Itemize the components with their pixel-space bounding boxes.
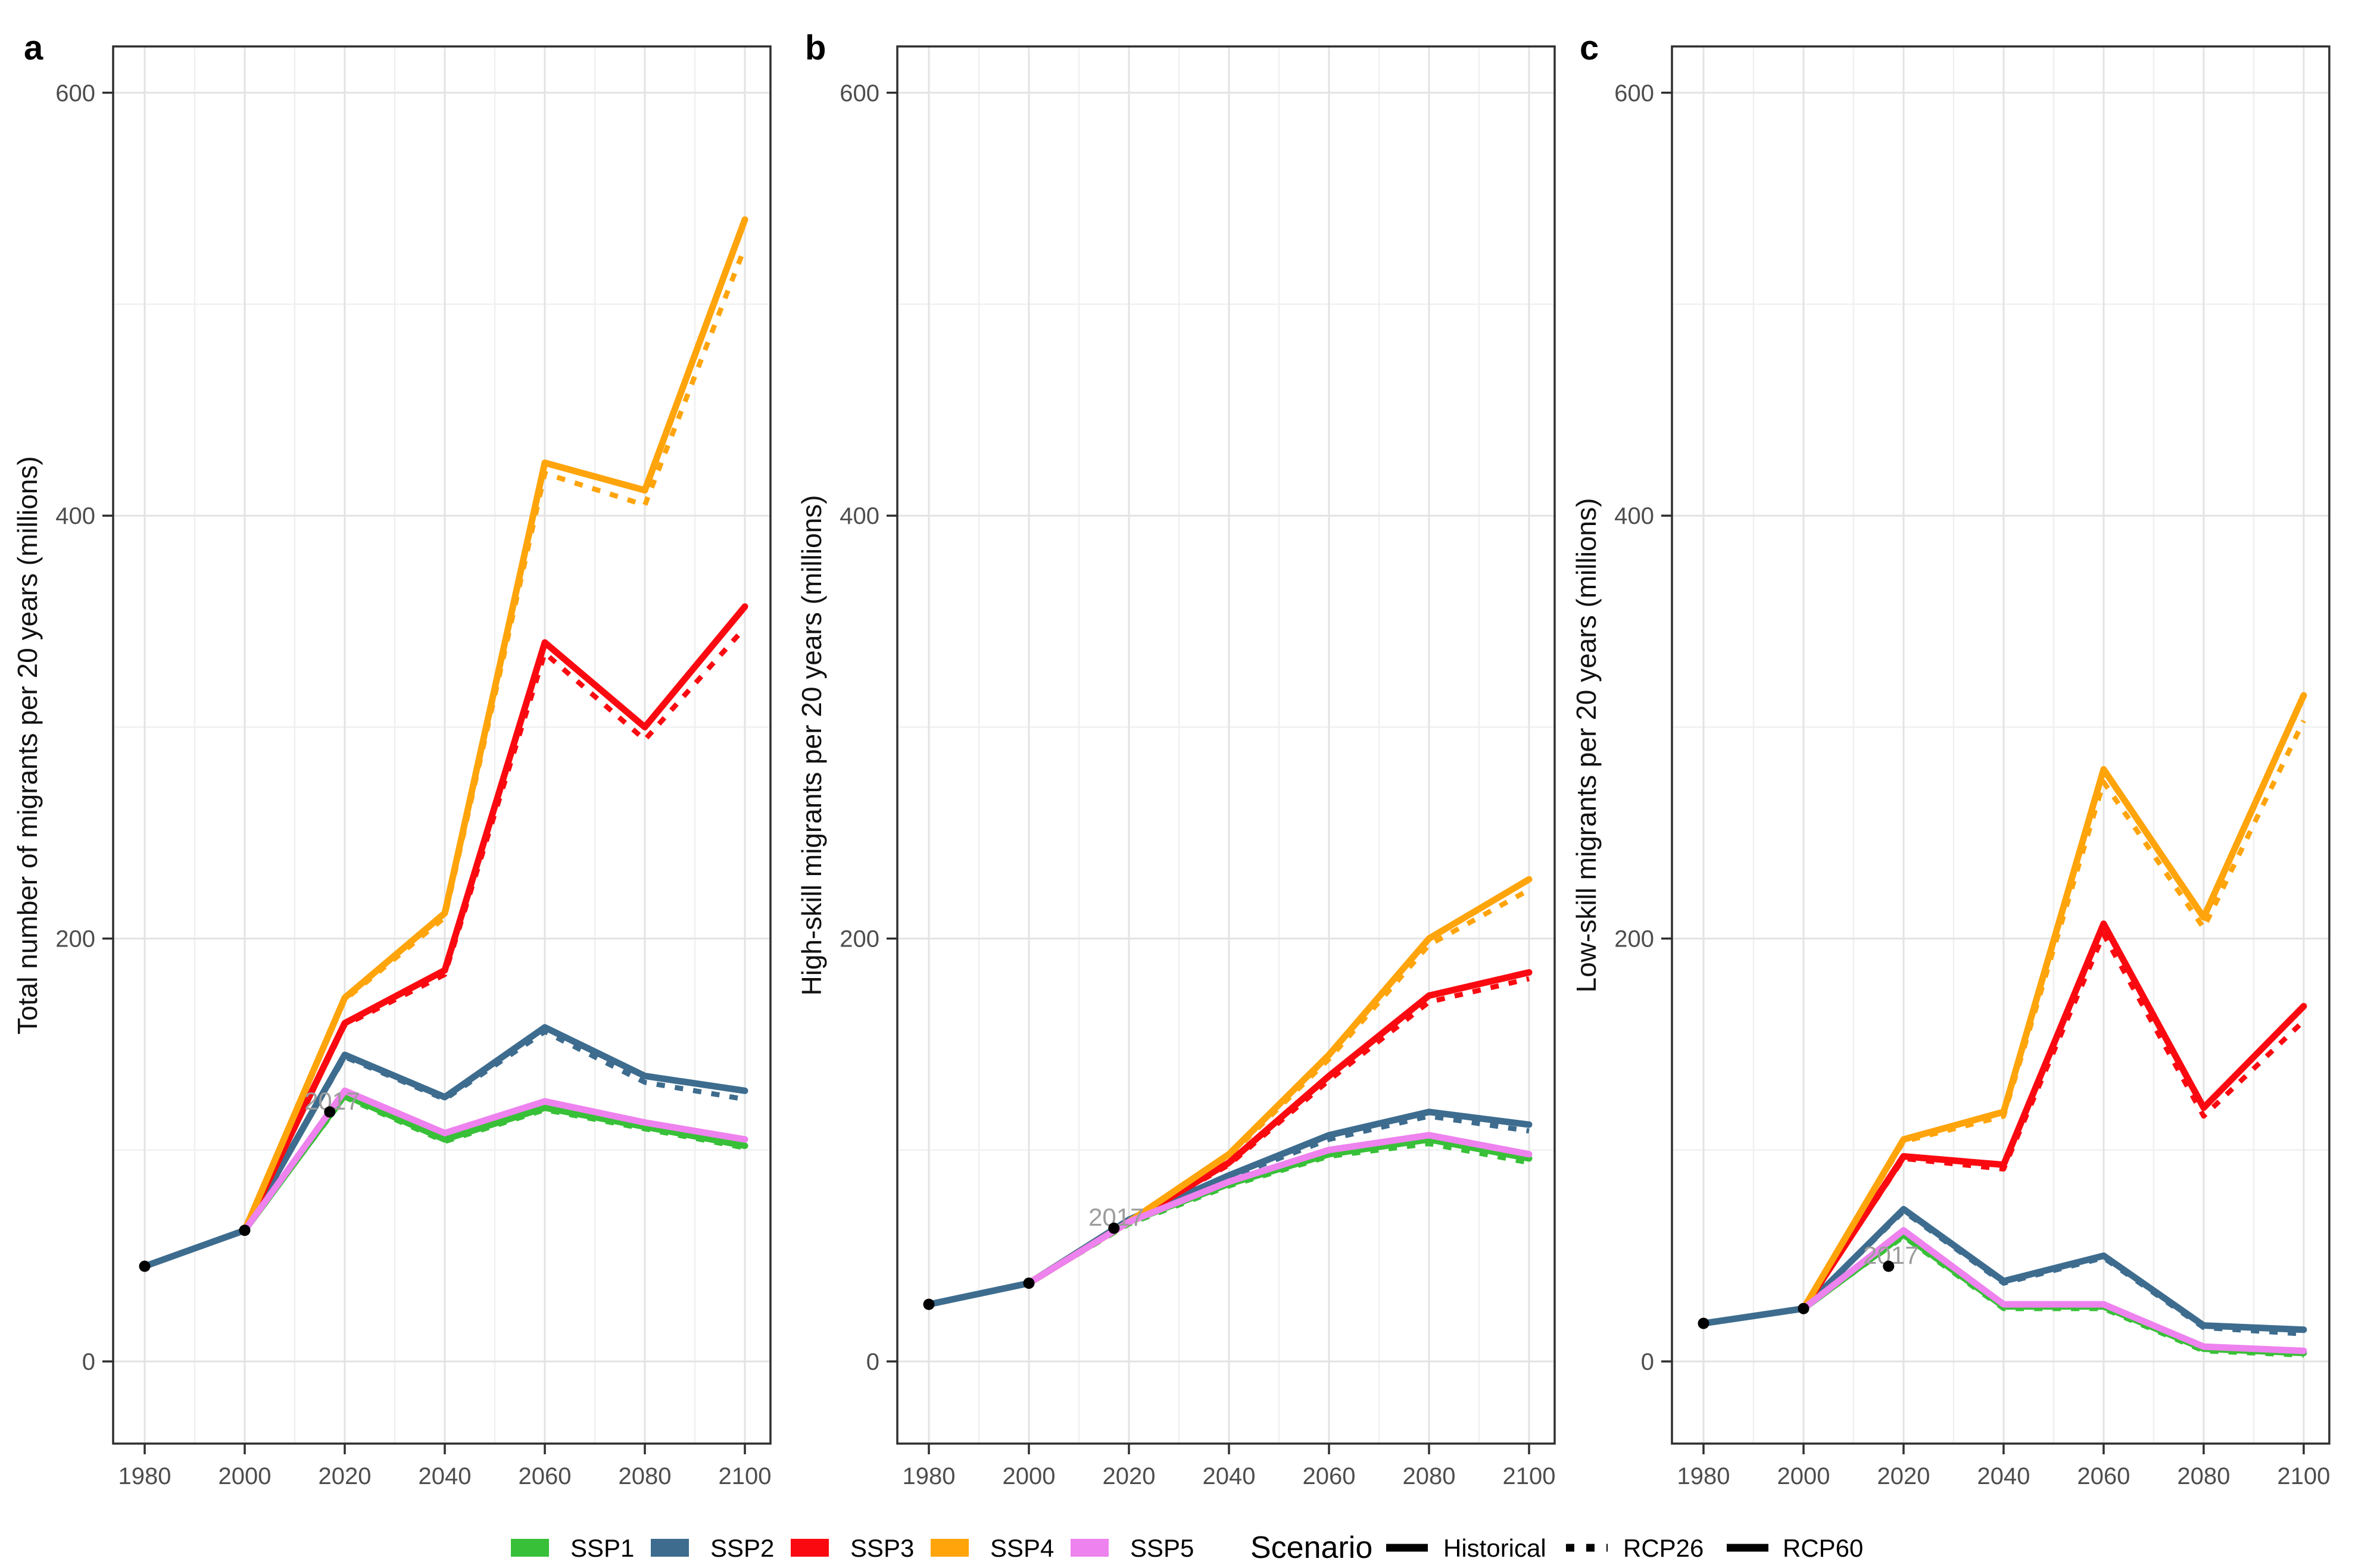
legend-label-rcp60: RCP60 (1783, 1534, 1863, 1562)
series-ssp2-rcp60 (241, 1024, 748, 1234)
legend-label-historical: Historical (1443, 1534, 1546, 1562)
x-tick-label: 2060 (519, 1463, 572, 1489)
obs-2017-dot (324, 1106, 336, 1118)
legend-key-ssp5 (1071, 1539, 1109, 1557)
y-axis-title-b: High-skill migrants per 20 years (millio… (796, 495, 827, 995)
legend-label-ssp3: SSP3 (850, 1534, 914, 1562)
panel-border (1671, 45, 2330, 1445)
y-tick-label: 600 (55, 80, 95, 107)
x-tick-label: 2100 (1503, 1463, 1556, 1489)
series-ssp5-rcp60 (1800, 1227, 2307, 1354)
y-tick-label: 600 (1614, 80, 1654, 107)
x-tick-label: 2080 (619, 1463, 672, 1489)
legend-key-ssp1 (511, 1539, 549, 1557)
panel-border (112, 45, 772, 1445)
y-tick-label: 200 (840, 926, 879, 952)
series-ssp4-rcp60 (241, 216, 748, 1234)
historical-dot (1798, 1302, 1809, 1314)
x-tick-label: 2040 (1203, 1463, 1256, 1489)
x-tick-label: 2020 (1877, 1463, 1930, 1489)
x-tick-label: 2040 (419, 1463, 472, 1489)
legend-key-ssp2 (651, 1539, 689, 1557)
panel-letter-c: c (1580, 29, 1599, 67)
x-tick-label: 2080 (2177, 1463, 2230, 1489)
legend-label-ssp5: SSP5 (1130, 1534, 1194, 1562)
y-tick-label: 400 (840, 503, 879, 529)
obs-2017-dot (1883, 1260, 1895, 1272)
panel-bg (1672, 46, 2329, 1444)
series-ssp2-rcp60 (1800, 1205, 2307, 1333)
legend: SSP1 SSP2 SSP3 SSP4 SSP5 Scenario Historical RC… (511, 1530, 1863, 1565)
historical-dot (239, 1225, 251, 1236)
historical-line (1700, 1305, 1807, 1327)
y-tick-label: 0 (866, 1349, 879, 1375)
historical-dot (923, 1298, 935, 1310)
panel-border (896, 45, 1556, 1445)
series-ssp4-rcp60 (1800, 692, 2307, 1312)
x-tick-label: 2040 (1977, 1463, 2030, 1489)
x-tick-label: 1980 (903, 1463, 956, 1489)
legend-label-ssp1: SSP1 (570, 1534, 634, 1562)
panel-bg (113, 46, 770, 1444)
x-tick-label: 2020 (1103, 1463, 1156, 1489)
x-tick-label: 2060 (2077, 1463, 2130, 1489)
historical-dot (1698, 1317, 1709, 1329)
x-tick-label: 2000 (1777, 1463, 1830, 1489)
y-tick-label: 0 (1641, 1349, 1654, 1375)
series-ssp3-rcp60 (241, 603, 748, 1234)
legend-key-ssp4 (931, 1539, 969, 1557)
legend-label-ssp4: SSP4 (990, 1534, 1054, 1562)
y-tick-label: 400 (55, 503, 95, 529)
panel-letter-b: b (805, 29, 826, 67)
x-tick-label: 2000 (219, 1463, 272, 1489)
x-tick-label: 1980 (1677, 1463, 1730, 1489)
x-tick-label: 2020 (319, 1463, 372, 1489)
historical-line (141, 1227, 248, 1270)
y-tick-label: 0 (82, 1349, 95, 1375)
x-tick-label: 2080 (1403, 1463, 1456, 1489)
legend-key-ssp3 (791, 1539, 829, 1557)
x-tick-label: 1980 (118, 1463, 171, 1489)
historical-dot (1023, 1277, 1035, 1289)
y-tick-label: 200 (1614, 926, 1654, 952)
x-tick-label: 2100 (719, 1463, 772, 1489)
obs-2017-dot (1108, 1222, 1120, 1234)
y-tick-label: 400 (1614, 503, 1654, 529)
y-axis-title-a: Total number of migrants per 20 years (m… (12, 456, 43, 1034)
x-tick-label: 2060 (1303, 1463, 1356, 1489)
y-tick-label: 200 (55, 926, 95, 952)
panel-letter-a: a (24, 29, 43, 67)
legend-label-ssp2: SSP2 (710, 1534, 774, 1562)
historical-dot (139, 1260, 151, 1272)
x-tick-label: 2100 (2277, 1463, 2330, 1489)
historical-line (925, 1280, 1032, 1308)
legend-label-rcp26: RCP26 (1623, 1534, 1704, 1562)
y-axis-title-c: Low-skill migrants per 20 years (million… (1571, 498, 1602, 993)
y-tick-label: 600 (840, 80, 879, 107)
panel-bg (897, 46, 1555, 1444)
x-tick-label: 2000 (1003, 1463, 1056, 1489)
series-ssp3-rcp60 (1800, 920, 2307, 1312)
legend-scenario-title: Scenario (1250, 1530, 1372, 1565)
